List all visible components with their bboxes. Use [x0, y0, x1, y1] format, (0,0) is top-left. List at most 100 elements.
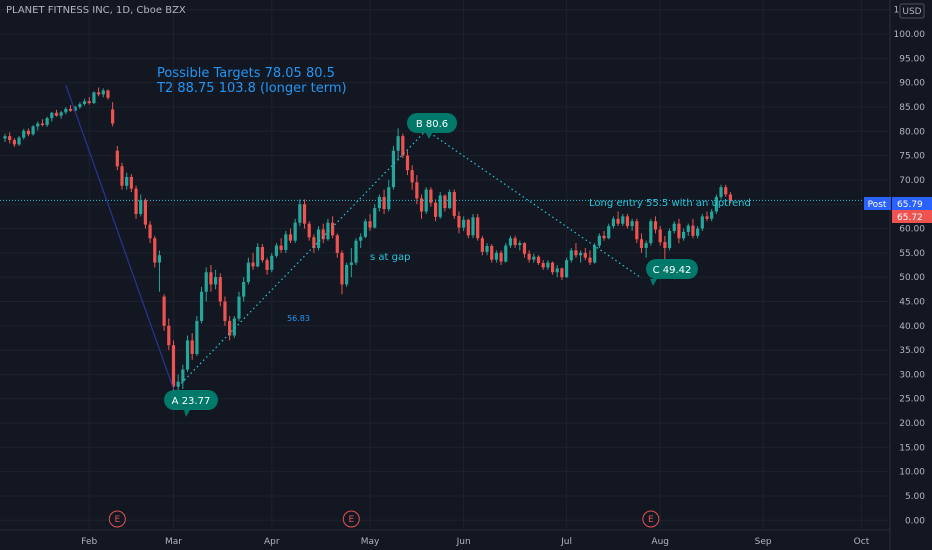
candle-body [111, 109, 115, 124]
earnings-circle [342, 510, 360, 528]
candle [59, 110, 63, 119]
candle-body [443, 195, 447, 209]
long-entry-annotation: Long entry 55.5 with an uptrend [589, 198, 751, 209]
y-tick-label: 70.00 [899, 176, 925, 186]
candle [700, 213, 704, 231]
candle [209, 265, 213, 292]
candle [101, 88, 105, 98]
candle [181, 364, 185, 389]
x-tick-label: Mar [165, 537, 182, 547]
candle [302, 199, 307, 229]
label-b-text: B 80.6 [416, 119, 448, 130]
candle-body [209, 272, 213, 285]
candle-body [368, 221, 372, 228]
candles [3, 87, 732, 405]
currency-button[interactable]: USD [899, 3, 925, 19]
candle-body [242, 282, 246, 297]
candle-body [274, 245, 279, 256]
label-a-text: A 23.77 [172, 396, 211, 407]
candle [410, 165, 414, 190]
candle-body [26, 130, 30, 135]
candle-body [490, 246, 494, 260]
candle [288, 228, 293, 244]
candle [349, 247, 353, 278]
candle [639, 233, 644, 253]
candle [499, 250, 503, 265]
y-tick-label: 35.00 [899, 346, 925, 356]
earnings-label: E [114, 515, 120, 525]
candle-body [298, 204, 302, 223]
earnings-marker[interactable]: E [342, 510, 360, 528]
candle [78, 102, 82, 109]
candle [87, 97, 91, 105]
note-line-2: T2 88.75 103.8 (longer term) [156, 81, 347, 96]
candle [223, 296, 227, 326]
candle [541, 260, 545, 270]
candle-body [307, 223, 311, 238]
candle [658, 226, 662, 246]
label-c-bubble[interactable]: C 49.42 [646, 259, 698, 286]
candle-body [31, 126, 35, 135]
candle-body [279, 245, 283, 250]
candle-body [54, 112, 59, 116]
candle [705, 211, 709, 222]
y-tick-label: 95.00 [899, 54, 925, 64]
candle [50, 111, 54, 122]
candle-body [583, 252, 587, 258]
x-tick-label: Jul [560, 537, 572, 547]
candle [663, 235, 667, 261]
mid-annotation: 56.83 [287, 314, 310, 323]
x-tick-label: Sep [755, 537, 772, 547]
candle [162, 294, 166, 331]
last-price-value: 65.72 [897, 213, 923, 223]
candle [611, 216, 615, 229]
candle [405, 150, 410, 176]
candle [490, 244, 494, 263]
candle [569, 247, 573, 263]
candle [672, 221, 676, 234]
candle [54, 109, 59, 117]
candle [433, 199, 438, 222]
candle-body [499, 252, 503, 262]
candle-body [541, 263, 545, 268]
candle [667, 228, 672, 251]
candle-body [494, 252, 498, 260]
candle [17, 136, 21, 146]
candle-body [696, 228, 700, 236]
candle-body [588, 257, 592, 263]
candle [438, 192, 442, 219]
candle [550, 261, 555, 275]
y-tick-label: 100.00 [894, 30, 926, 40]
label-a-bubble[interactable]: A 23.77 [164, 390, 218, 417]
earnings-marker[interactable]: E [642, 510, 660, 528]
candle [279, 238, 283, 253]
candle-body [518, 243, 522, 246]
candle [134, 185, 138, 219]
label-b-bubble[interactable]: B 80.6 [407, 113, 457, 139]
candle-body [73, 106, 77, 111]
candle-body [97, 92, 101, 95]
candle-body [504, 245, 508, 262]
candle [607, 223, 611, 240]
candle-body [312, 237, 316, 248]
time-axis[interactable]: Feb Mar Apr May Jun Jul Aug Sep Oct [81, 537, 869, 547]
candle [476, 213, 480, 241]
downtrend-line [65, 84, 175, 390]
earnings-marker[interactable]: E [108, 510, 126, 528]
candle-body [419, 198, 424, 212]
candle-body [682, 231, 686, 239]
candle [106, 89, 110, 100]
grid [0, 0, 890, 530]
candle [696, 226, 700, 239]
candle-body [471, 217, 475, 236]
ab-leg-line [177, 129, 427, 387]
candle [719, 184, 723, 200]
candle-body [153, 238, 157, 263]
candle-body [143, 200, 147, 225]
candle [462, 216, 466, 231]
candle [31, 124, 35, 136]
candle [232, 316, 236, 338]
candle-body [700, 216, 704, 229]
candle-body [148, 224, 152, 239]
